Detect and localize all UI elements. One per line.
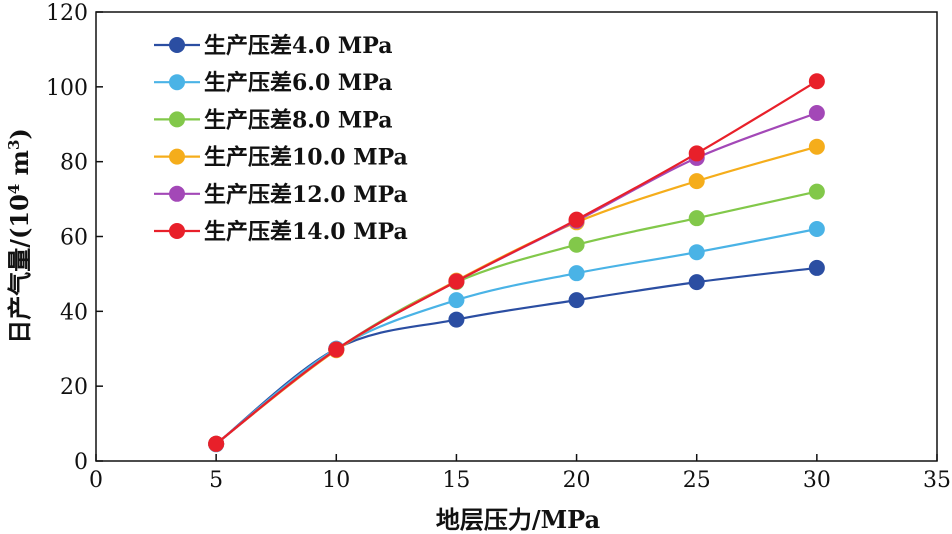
x-tick-label-7: 35: [923, 468, 951, 493]
legend-entry-4-label: 生产压差12.0 MPa: [204, 182, 408, 208]
y-tick-label-2: 40: [60, 300, 88, 325]
y-axis-title-sup2: 3: [5, 140, 23, 150]
legend-entry-4: 生产压差12.0 MPa: [154, 182, 408, 208]
legend-entry-3-marker: [169, 148, 185, 165]
legend-entry-3: 生产压差10.0 MPa: [154, 145, 408, 171]
series-3-point-5: [808, 138, 825, 155]
x-axis-title: 地层压力/MPa: [436, 505, 600, 534]
series-5-point-1: [328, 341, 345, 358]
series-5-point-0: [208, 435, 225, 452]
series-0-point-5: [808, 259, 825, 276]
series-2-point-5: [808, 183, 825, 200]
series-2-point-4: [688, 210, 705, 227]
legend-entry-2-label: 生产压差8.0 MPa: [204, 107, 393, 133]
series-5-point-4: [688, 145, 705, 162]
y-tick-label-6: 120: [46, 1, 88, 26]
legend-entry-0: 生产压差4.0 MPa: [154, 33, 393, 59]
x-tick-label-1: 5: [209, 468, 223, 493]
legend-entry-0-marker: [169, 37, 185, 53]
legend-entry-4-marker: [169, 185, 185, 202]
y-axis-title-sup: 4: [5, 184, 23, 194]
axes-layer: 0 5 10 15 20 25 30 35 0 20 40 60 80 100 120: [46, 1, 951, 493]
series-3-point-4: [688, 173, 705, 190]
y-tick-label-4: 80: [60, 151, 88, 176]
x-tick-label-2: 10: [322, 468, 350, 493]
x-tick-label-3: 15: [442, 468, 470, 493]
x-tick-label-5: 25: [683, 468, 711, 493]
x-tick-label-6: 30: [803, 468, 831, 493]
y-axis-title-main: 日产气量/(10: [5, 194, 34, 344]
legend-entry-2: 生产压差8.0 MPa: [154, 107, 393, 133]
y-tick-label-3: 60: [60, 226, 88, 251]
y-tick-label-1: 20: [60, 375, 88, 400]
legend-entry-1-label: 生产压差6.0 MPa: [204, 70, 393, 96]
legend-entry-5: 生产压差14.0 MPa: [154, 219, 408, 245]
legend-entry-5-marker: [169, 223, 185, 239]
y-tick-label-0: 0: [74, 450, 88, 475]
legend-entry-1: 生产压差6.0 MPa: [154, 70, 393, 96]
series-5: [208, 73, 825, 452]
legend-entry-3-label: 生产压差10.0 MPa: [204, 145, 408, 171]
series-1-point-5: [808, 221, 825, 238]
series-1-line: [215, 227, 818, 446]
series-1: [208, 221, 825, 453]
series-0-point-4: [688, 274, 705, 291]
series-5-point-3: [568, 211, 585, 228]
series-5-point-5: [808, 73, 825, 90]
series-0: [208, 259, 825, 453]
legend-entry-0-label: 生产压差4.0 MPa: [204, 33, 393, 59]
series-2-point-3: [568, 236, 585, 253]
y-axis-title-unit: m: [5, 150, 34, 184]
series-layer: [208, 73, 825, 453]
y-axis-title: 日产气量/(104 m3): [5, 128, 34, 344]
series-4-point-5: [808, 105, 825, 122]
series-5-line: [215, 80, 818, 445]
series-0-point-2: [448, 311, 465, 328]
y-axis-title-close: ): [5, 128, 34, 139]
series-5-point-2: [448, 273, 465, 290]
y-tick-label-5: 100: [46, 76, 88, 101]
series-1-point-4: [688, 244, 705, 261]
x-tick-label-4: 20: [563, 468, 591, 493]
series-1-point-2: [448, 292, 465, 309]
series-1-point-3: [568, 265, 585, 282]
legend-entry-5-label: 生产压差14.0 MPa: [204, 219, 408, 245]
legend-entry-1-marker: [169, 74, 185, 91]
series-0-point-3: [568, 292, 585, 309]
legend: 生产压差4.0 MPa 生产压差6.0 MPa 生产压差8.0 MPa 生产压差10.…: [154, 33, 408, 245]
legend-entry-2-marker: [169, 111, 185, 128]
x-tick-label-0: 0: [89, 468, 103, 493]
series-0-line: [215, 266, 817, 446]
